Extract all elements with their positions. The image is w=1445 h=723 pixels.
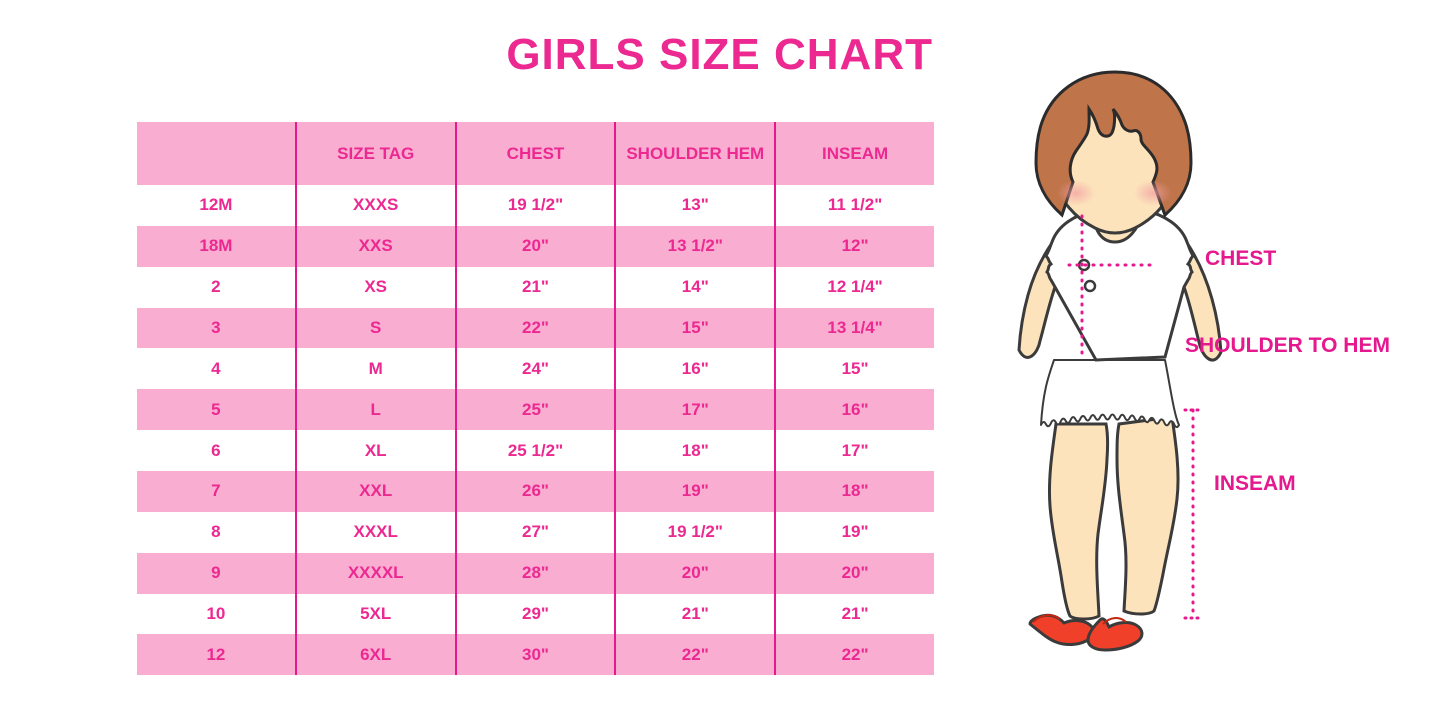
svg-text:CHEST: CHEST (1205, 247, 1276, 270)
svg-text:INSEAM: INSEAM (1214, 472, 1296, 495)
svg-text:SHOULDER TO HEM: SHOULDER TO HEM (1185, 334, 1390, 357)
